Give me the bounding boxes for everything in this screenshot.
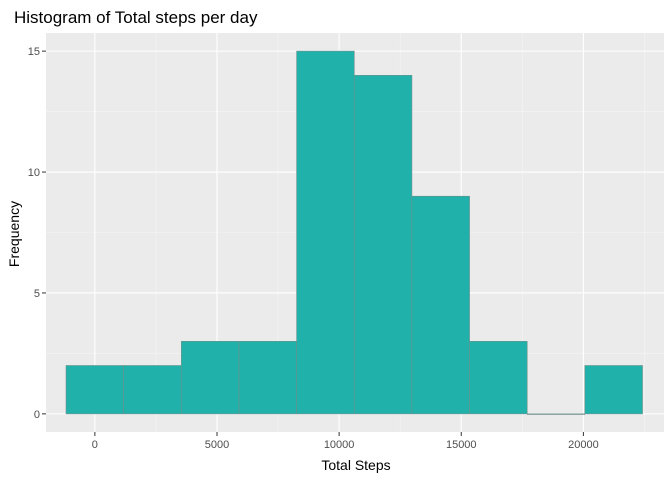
chart-title: Histogram of Total steps per day: [14, 8, 258, 27]
x-tick-label: 0: [92, 439, 98, 451]
x-tick-label: 5000: [205, 439, 229, 451]
histogram-bar: [411, 195, 470, 415]
histogram-bars: [65, 50, 643, 415]
histogram-bar: [181, 341, 240, 415]
y-axis-title: Frequency: [6, 201, 22, 267]
y-axis-ticks: 0 5 10 15: [28, 46, 46, 421]
histogram-bar: [584, 365, 643, 415]
histogram-bar: [238, 341, 297, 415]
x-tick-label: 20000: [568, 439, 599, 451]
y-tick-label: 10: [28, 167, 40, 179]
x-tick-label: 10000: [324, 439, 355, 451]
y-tick-label: 15: [28, 46, 40, 58]
histogram-bar: [526, 413, 586, 415]
histogram-bar: [65, 365, 124, 415]
histogram-bar: [296, 50, 355, 415]
x-axis-ticks: 0 5000 10000 15000 20000: [92, 432, 599, 451]
histogram-bar: [469, 341, 528, 415]
x-tick-label: 15000: [446, 439, 477, 451]
histogram-bar: [123, 365, 182, 415]
y-tick-label: 0: [34, 409, 40, 421]
y-tick-label: 5: [34, 288, 40, 300]
histogram-bar: [353, 75, 413, 415]
x-axis-title: Total Steps: [321, 457, 390, 473]
